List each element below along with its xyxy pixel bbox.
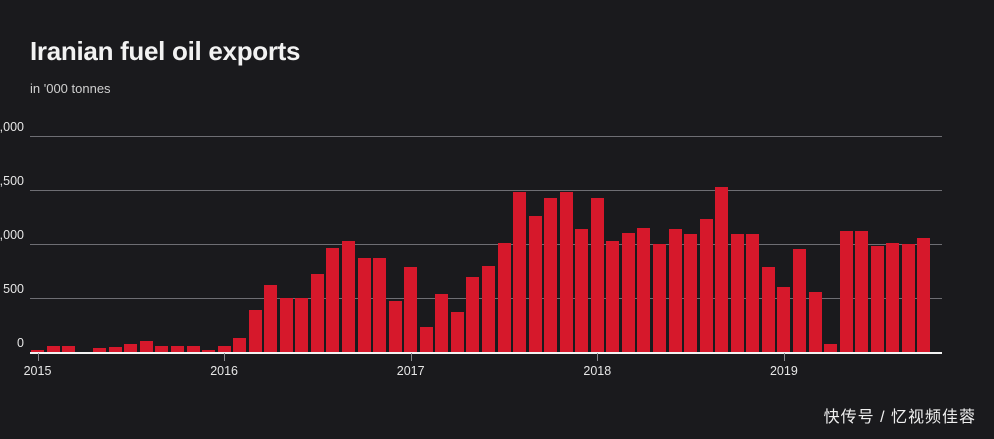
bar	[419, 327, 433, 352]
bar	[342, 240, 355, 352]
bar	[326, 248, 340, 352]
gridline	[30, 190, 942, 191]
bar	[684, 234, 698, 352]
bar	[777, 287, 791, 352]
bar	[62, 346, 76, 352]
x-axis-tick-label: 2015	[23, 364, 52, 378]
bar	[699, 219, 713, 352]
gridline	[30, 244, 942, 245]
bar	[575, 228, 589, 352]
bar	[264, 285, 278, 352]
bar	[186, 345, 200, 352]
bar	[544, 197, 558, 352]
bar	[824, 344, 838, 352]
bar	[202, 350, 216, 352]
axis-baseline	[30, 352, 942, 354]
x-axis-tick-label: 2018	[583, 364, 612, 378]
bar	[621, 233, 635, 352]
bar	[637, 227, 651, 352]
bar	[886, 242, 900, 352]
bar	[233, 337, 247, 352]
y-axis-tick-label: 0	[17, 336, 24, 350]
y-axis-tick-label: 1,500	[0, 174, 24, 188]
bar	[746, 234, 760, 352]
bar	[124, 343, 138, 352]
x-axis-tick-mark	[597, 353, 599, 361]
x-axis-tick-mark	[37, 353, 39, 361]
gridline	[30, 136, 942, 137]
bar	[217, 346, 231, 352]
bar	[46, 345, 60, 352]
bar	[170, 345, 184, 352]
x-axis-tick-label: 2016	[210, 364, 238, 378]
bar	[792, 249, 806, 352]
bar	[388, 301, 402, 352]
bar	[497, 242, 511, 352]
bar	[93, 347, 107, 352]
bar	[730, 234, 744, 352]
bar	[668, 228, 682, 352]
bar	[450, 312, 464, 352]
bar	[839, 231, 853, 352]
bar	[248, 309, 262, 352]
x-axis-tick-label: 2019	[769, 364, 798, 378]
bar-series	[31, 186, 931, 352]
page-title: Iranian fuel oil exports	[30, 36, 301, 66]
bar	[481, 265, 495, 352]
bar	[901, 244, 915, 352]
bar	[653, 244, 666, 352]
bar	[559, 192, 573, 352]
bar	[310, 274, 324, 352]
bar	[435, 293, 449, 352]
x-axis-tick-mark	[783, 353, 785, 361]
bar	[404, 266, 418, 352]
y-axis-tick-label: 2,000	[0, 120, 24, 134]
bar	[606, 240, 620, 352]
chart-subtitle: in '000 tonnes	[30, 81, 111, 96]
bar	[808, 291, 822, 352]
x-axis-tick-mark	[410, 353, 412, 361]
bar	[295, 298, 309, 352]
bar	[513, 192, 527, 352]
watermark: 快传号 / 忆视频佳蓉	[823, 409, 976, 426]
bar	[715, 186, 729, 352]
y-axis-tick-label: 1,000	[0, 228, 24, 242]
x-axis-tick-mark	[224, 353, 226, 361]
bar	[139, 341, 153, 352]
bar	[590, 197, 604, 352]
bar	[870, 246, 884, 352]
bar	[761, 266, 775, 352]
bar	[466, 277, 480, 352]
bar	[528, 215, 542, 352]
bar	[855, 231, 869, 352]
x-axis-tick-label: 2017	[396, 364, 425, 378]
bar	[917, 237, 931, 352]
y-axis-tick-label: 500	[3, 282, 24, 296]
bar	[357, 258, 371, 352]
bar	[108, 347, 122, 352]
bar	[155, 345, 169, 352]
bar	[373, 258, 387, 352]
bar	[31, 349, 44, 352]
bar	[279, 298, 293, 352]
